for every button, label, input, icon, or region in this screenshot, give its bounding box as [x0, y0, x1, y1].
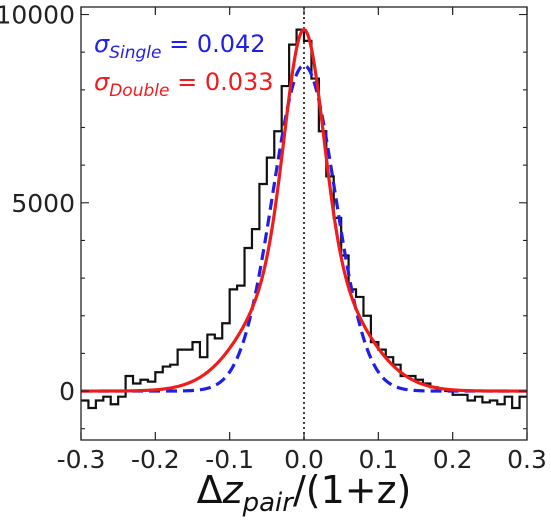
x-tick-label: 0.0 [284, 445, 324, 474]
double-gaussian-curve [81, 27, 527, 393]
y-tick-label: 0 [59, 377, 75, 406]
sigma-single-label: σSingle = 0.042 [94, 30, 266, 63]
x-tick-label: 0.1 [358, 445, 398, 474]
x-tick-label: -0.3 [57, 445, 106, 474]
x-tick-label: 0.3 [507, 445, 547, 474]
sigma-double-label: σDouble = 0.033 [94, 68, 274, 101]
x-axis-label: Δzpair/(1+z) [197, 468, 412, 518]
y-tick-label: 5000 [11, 189, 75, 218]
x-tick-label: 0.2 [433, 445, 473, 474]
y-tick-label: 10000 [0, 1, 75, 30]
x-tick-label: -0.1 [205, 445, 254, 474]
x-tick-label: -0.2 [131, 445, 180, 474]
